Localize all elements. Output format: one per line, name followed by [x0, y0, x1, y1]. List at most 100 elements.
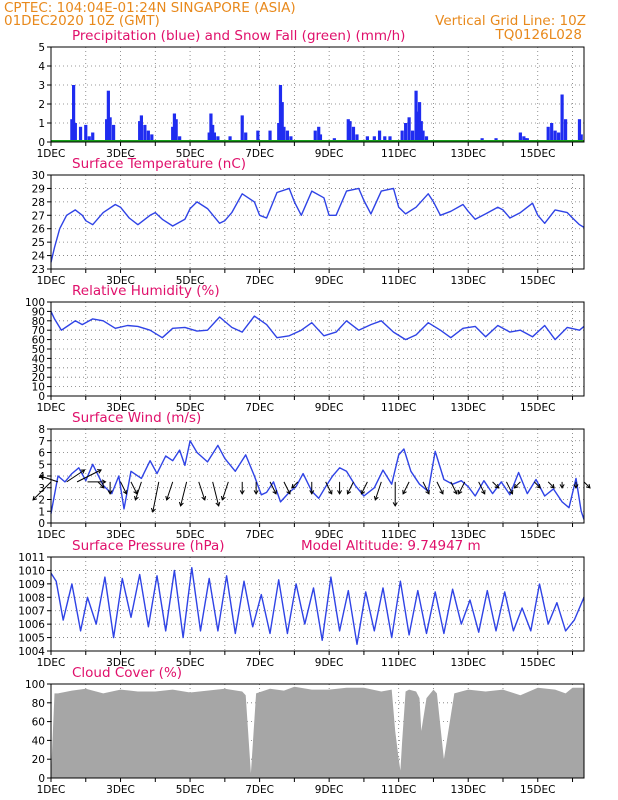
- precip-ytick-label: 4: [38, 61, 45, 73]
- humidity-line: [50, 311, 585, 341]
- precip-title: Precipitation (blue) and Snow Fall (gree…: [72, 28, 406, 44]
- temp-xtick-label: 9DEC: [315, 275, 344, 287]
- wind-vector-arrow: [514, 481, 521, 489]
- precip-ytick-label: 0: [38, 137, 45, 149]
- wind-vector-arrow: [450, 481, 458, 495]
- cloud-cover-area: [51, 686, 584, 778]
- wind-vector-arrow: [506, 481, 513, 495]
- precip-bar: [553, 130, 557, 142]
- rh-ytick-label: 10: [32, 382, 45, 394]
- temp-xtick-label: 1DEC: [37, 275, 66, 287]
- pres-ytick-label: 1004: [18, 646, 45, 658]
- cloud-xtick-label: 9DEC: [315, 784, 344, 796]
- temp-xtick-label: 3DEC: [106, 275, 135, 287]
- wind-vector-arrowhead: [494, 483, 500, 489]
- wind-vector-arrowhead: [272, 489, 277, 495]
- rh-ytick-label: 70: [32, 325, 45, 337]
- wind-vector-arrowhead: [439, 489, 444, 495]
- precip-ytick-label: 2: [38, 99, 45, 111]
- wind-vector-arrowhead: [253, 490, 259, 495]
- precip-bar: [171, 126, 175, 142]
- precip-bar: [421, 130, 425, 142]
- rh-ytick-label: 80: [32, 316, 45, 328]
- wind-vector-arrow: [269, 481, 277, 495]
- wind-vector-arrowhead: [215, 501, 221, 507]
- wind-ytick-label: 8: [38, 424, 45, 436]
- wind-ytick-label: 0: [38, 518, 45, 530]
- temp-ytick-label: 28: [32, 197, 45, 209]
- pres-ytick-label: 1008: [18, 592, 45, 604]
- wind-vector-arrow: [283, 481, 291, 495]
- wind-xtick-label: 1DEC: [37, 529, 66, 541]
- pres-xtick-label: 13DEC: [451, 657, 486, 669]
- precip-bar: [318, 134, 323, 142]
- wind-vector-arrow: [221, 481, 229, 501]
- precip-bar: [174, 119, 178, 142]
- wind-ytick-label: 7: [38, 436, 45, 448]
- wind-vector-arrow: [32, 481, 52, 501]
- wind-title: Surface Wind (m/s): [72, 410, 202, 426]
- precip-bar: [557, 132, 561, 142]
- precip-bar: [84, 124, 88, 142]
- precip-bar: [414, 90, 418, 142]
- rh-ytick-label: 60: [32, 335, 45, 347]
- precip-bar: [78, 126, 83, 142]
- temperature-line: [50, 187, 585, 263]
- wind-vector-arrowhead: [337, 490, 343, 495]
- precip-bar: [577, 119, 582, 142]
- pres-xtick-label: 9DEC: [315, 657, 344, 669]
- cloud-xtick-label: 3DEC: [106, 784, 135, 796]
- wind-vector-arrow: [422, 481, 430, 495]
- temp-xtick-label: 5DEC: [176, 275, 205, 287]
- wind-vector-arrowhead: [101, 479, 107, 485]
- wind-vector-arrowhead: [220, 495, 226, 501]
- rh-xtick-label: 3DEC: [106, 402, 135, 414]
- precip-xtick-label: 3DEC: [106, 148, 135, 160]
- wind-xtick-label: 9DEC: [315, 529, 344, 541]
- precip-bar: [424, 136, 429, 142]
- wind-vector-arrowhead: [178, 501, 184, 507]
- precip-xtick-label: 11DEC: [381, 148, 416, 160]
- pres-xtick-label: 3DEC: [106, 657, 135, 669]
- precip-bar: [346, 119, 350, 142]
- wind-vector-arrow: [291, 481, 299, 489]
- wind-xtick-label: 15DEC: [520, 529, 555, 541]
- precip-bar: [240, 115, 244, 142]
- wind-vector-arrowhead: [573, 484, 579, 489]
- temp-ytick-label: 23: [32, 264, 45, 276]
- cloud-frame: [50, 683, 585, 779]
- precip-bar: [560, 94, 564, 142]
- cloud-xtick-label: 15DEC: [520, 784, 555, 796]
- pres-ytick-label: 1006: [18, 619, 45, 631]
- wind-xtick-label: 3DEC: [106, 529, 135, 541]
- wind-vector-arrowhead: [513, 483, 519, 489]
- precip-bar: [348, 121, 352, 142]
- pres-xtick-label: 11DEC: [381, 657, 416, 669]
- wind-vector-arrow: [547, 481, 555, 489]
- pres-frame: [50, 556, 585, 652]
- pres-xtick-label: 7DEC: [245, 657, 274, 669]
- precip-bar: [91, 132, 95, 142]
- precip-bar: [212, 132, 217, 142]
- precip-bar: [138, 121, 142, 142]
- cloud-xtick-label: 13DEC: [451, 784, 486, 796]
- precip-bar: [579, 134, 583, 142]
- precip-bar: [410, 130, 415, 142]
- wind-vector-arrow: [436, 481, 444, 495]
- wind-vector-arrow: [39, 475, 59, 483]
- precip-xtick-label: 13DEC: [451, 148, 486, 160]
- precip-bar: [518, 132, 522, 142]
- precip-bar: [282, 126, 286, 142]
- precip-xtick-label: 9DEC: [315, 148, 344, 160]
- pres-title: Surface Pressure (hPa): [72, 538, 225, 554]
- wind-vector-arrowhead: [453, 489, 458, 495]
- precip-bar: [550, 123, 554, 142]
- wind-vector-arrow: [478, 481, 486, 495]
- pres-xtick-label: 15DEC: [520, 657, 555, 669]
- wind-vector-arrow: [130, 481, 138, 495]
- rh-ytick-label: 50: [32, 344, 45, 356]
- precip-bar: [73, 123, 77, 142]
- header-init-time: 01DEC2020 10Z (GMT): [4, 13, 160, 29]
- precip-bar: [244, 132, 248, 142]
